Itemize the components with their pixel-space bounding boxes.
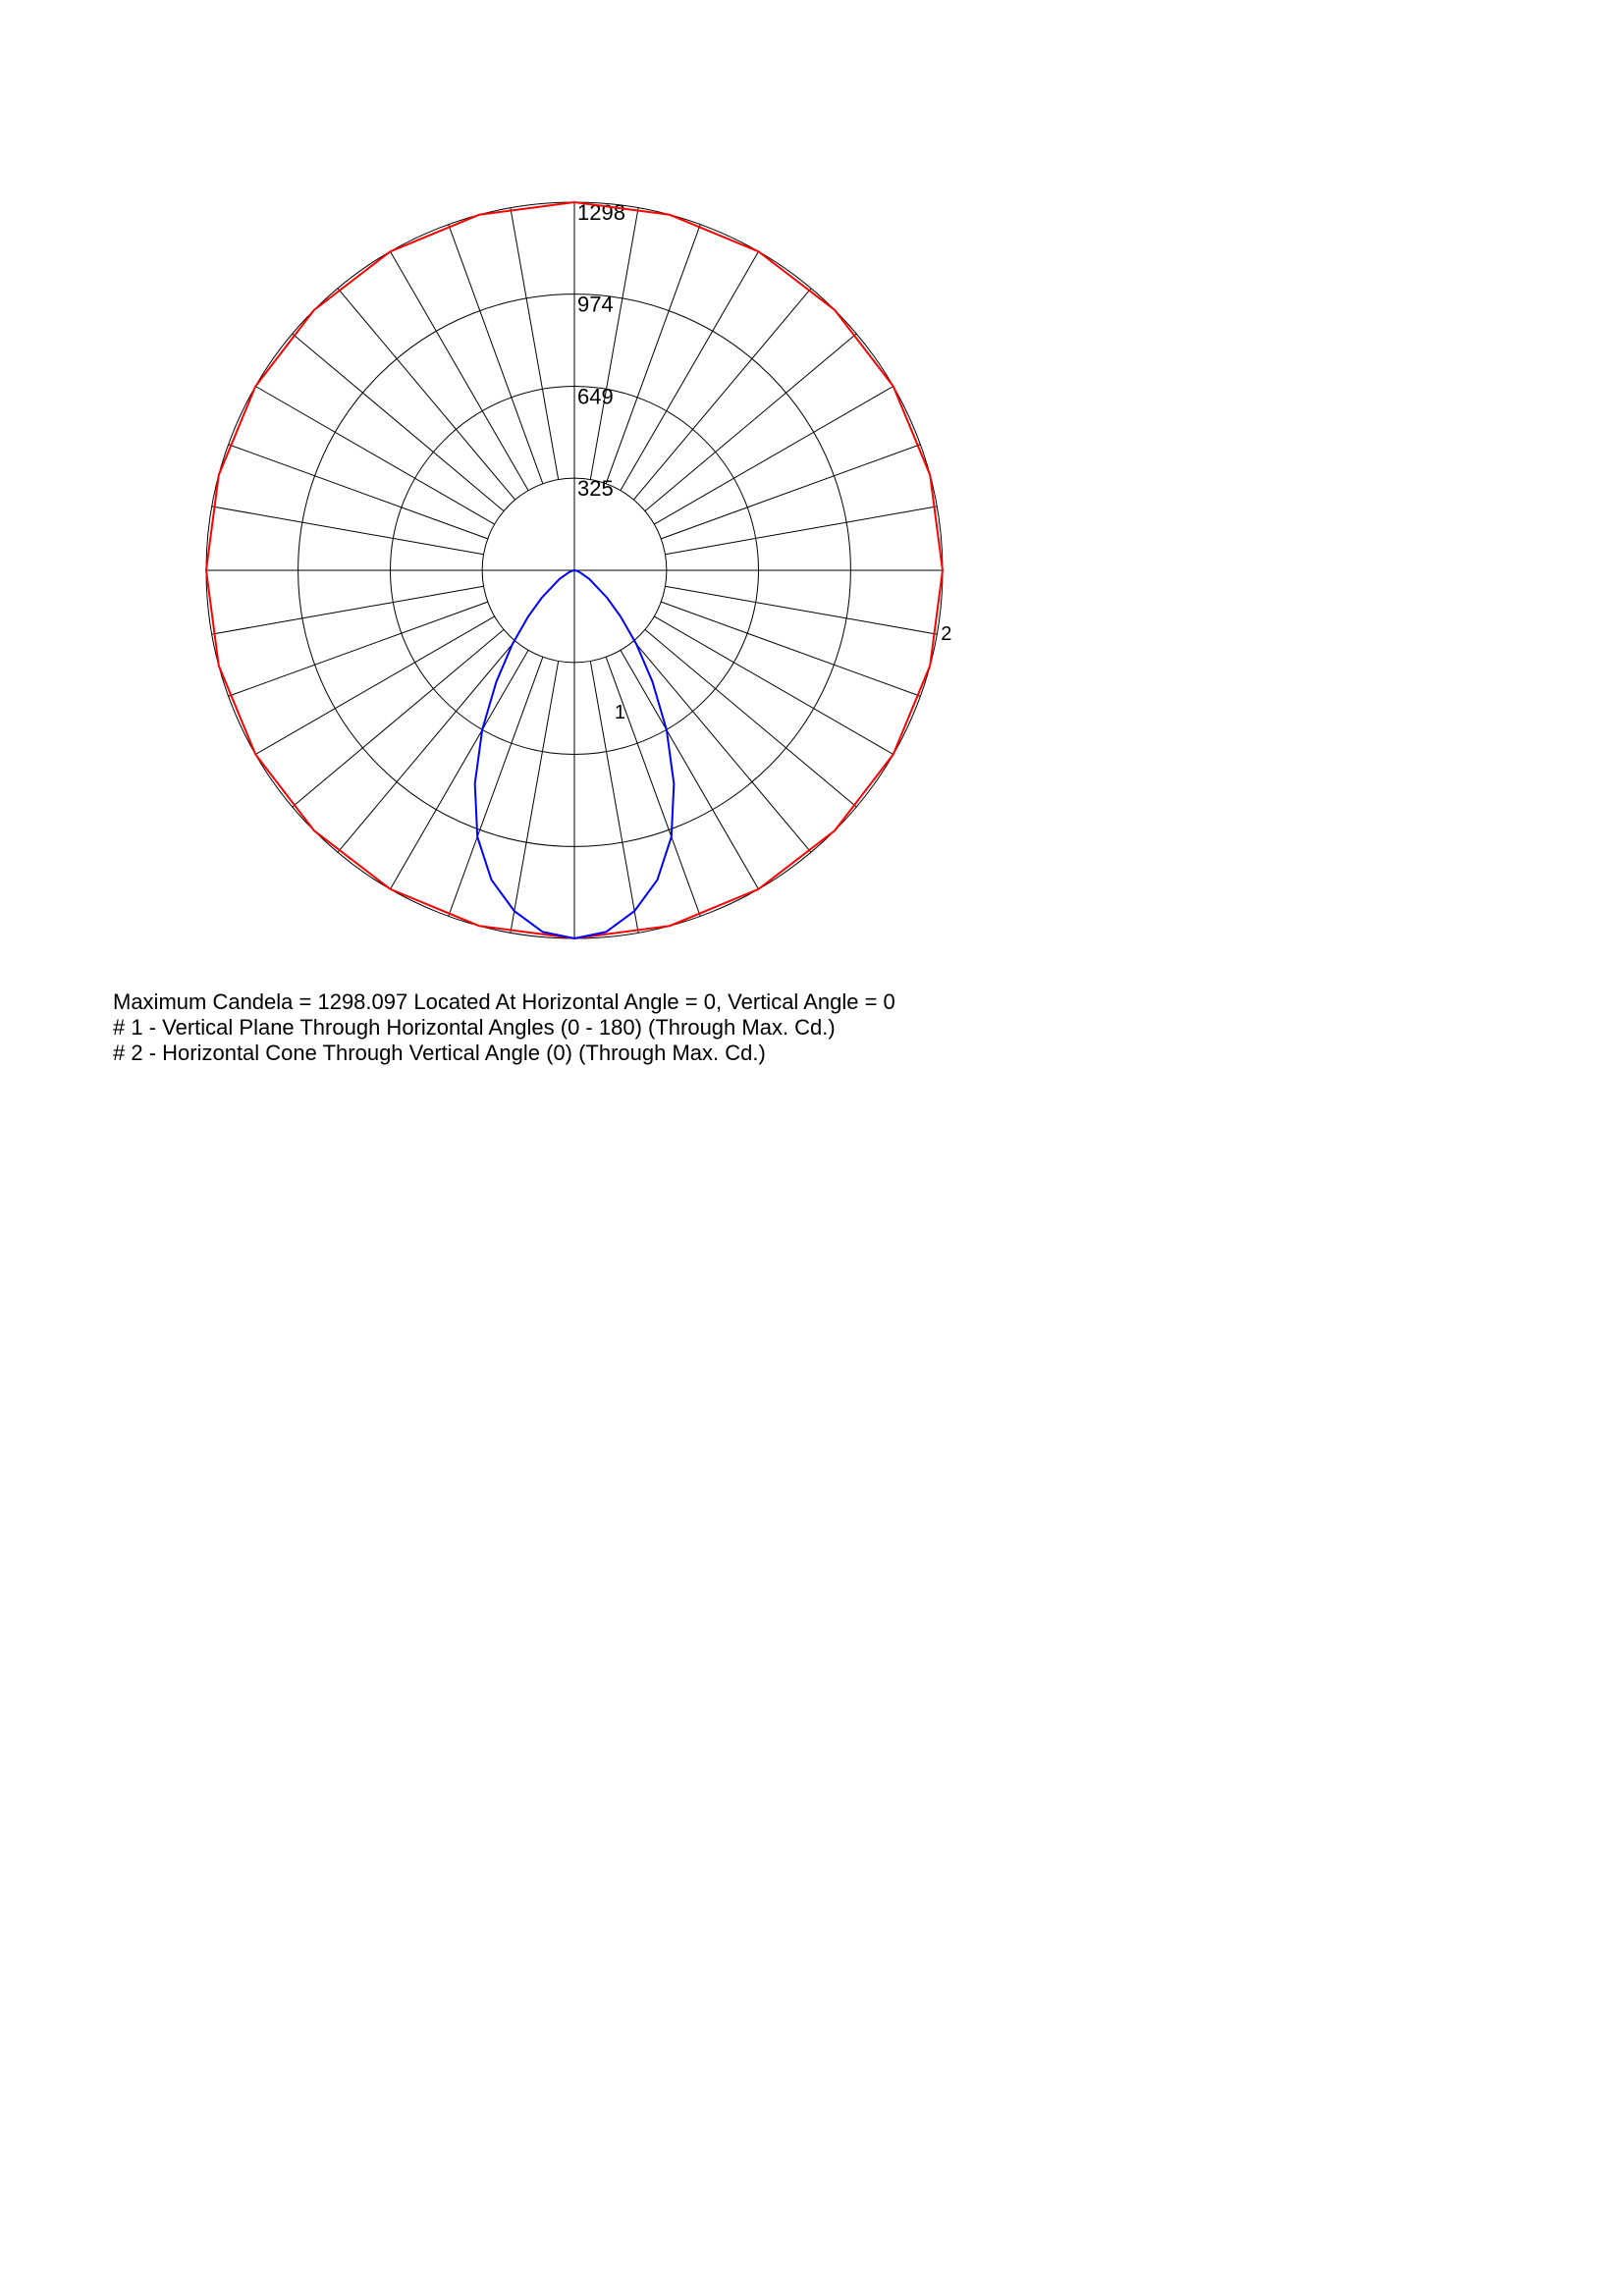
caption-curve-1: # 1 - Vertical Plane Through Horizontal … (113, 1015, 836, 1041)
ring-label: 325 (577, 476, 614, 501)
curve-1-label: 1 (615, 702, 625, 723)
page: 325649974129821 Maximum Candela = 1298.0… (0, 0, 1624, 2296)
ring-label: 649 (577, 385, 614, 409)
ring-label: 974 (577, 293, 614, 317)
curve-2-label: 2 (941, 623, 951, 645)
caption-max-candela: Maximum Candela = 1298.097 Located At Ho… (113, 989, 895, 1015)
polar-chart: 325649974129821 (98, 167, 1051, 982)
caption-curve-2: # 2 - Horizontal Cone Through Vertical A… (113, 1041, 766, 1066)
